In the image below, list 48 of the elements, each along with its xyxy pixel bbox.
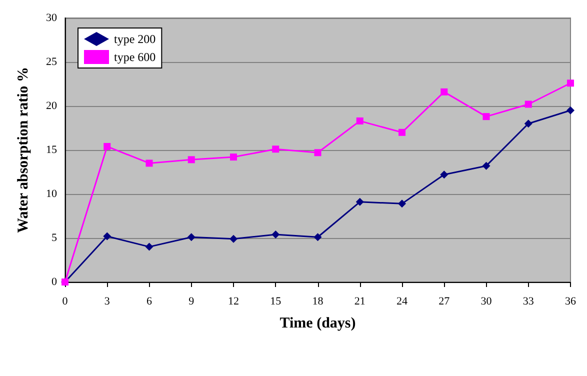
x-tick-label: 33: [522, 296, 534, 308]
x-tick-label: 9: [188, 296, 195, 308]
x-tick-label: 3: [104, 296, 110, 308]
point: [524, 100, 532, 108]
y-tick-label: 0: [52, 276, 58, 288]
point: [440, 88, 448, 96]
y-axis-title: Water absorption ratio %: [16, 67, 32, 233]
point: [398, 200, 406, 208]
y-tick-label: 5: [52, 232, 58, 244]
x-tick-label: 15: [270, 296, 282, 308]
point: [482, 162, 490, 170]
point: [230, 154, 237, 161]
x-tick-label: 0: [62, 296, 68, 308]
point: [356, 117, 364, 124]
point: [272, 146, 280, 153]
point: [314, 149, 322, 156]
x-tick-label: 21: [354, 296, 366, 308]
point: [230, 234, 238, 243]
point: [188, 156, 195, 164]
x-tick-label: 6: [146, 296, 152, 308]
point: [524, 120, 532, 128]
point: [482, 113, 490, 120]
point: [272, 230, 280, 238]
legend-label: type 200: [114, 32, 156, 46]
point: [103, 232, 112, 240]
x-tick-label: 12: [228, 296, 239, 308]
point: [440, 170, 448, 179]
point: [566, 106, 574, 114]
legend-label: type 600: [114, 50, 156, 64]
point: [145, 242, 154, 251]
point: [104, 142, 111, 150]
x-axis-title: Time (days): [280, 316, 356, 332]
y-tick-label: 25: [46, 56, 58, 68]
y-tick-label: 10: [46, 188, 58, 200]
point: [567, 80, 574, 87]
x-tick-label: 36: [565, 296, 576, 308]
x-tick-label: 18: [312, 296, 324, 308]
point: [187, 233, 196, 242]
x-tick-label: 27: [438, 296, 450, 308]
point: [314, 233, 322, 242]
point: [146, 160, 153, 167]
x-tick-label: 24: [396, 296, 408, 308]
y-tick-label: 15: [46, 144, 58, 156]
x-tick-label: 30: [480, 296, 492, 308]
point: [356, 198, 364, 206]
y-tick-label: 20: [46, 100, 58, 112]
point: [398, 128, 406, 136]
y-tick-label: 30: [46, 12, 58, 24]
